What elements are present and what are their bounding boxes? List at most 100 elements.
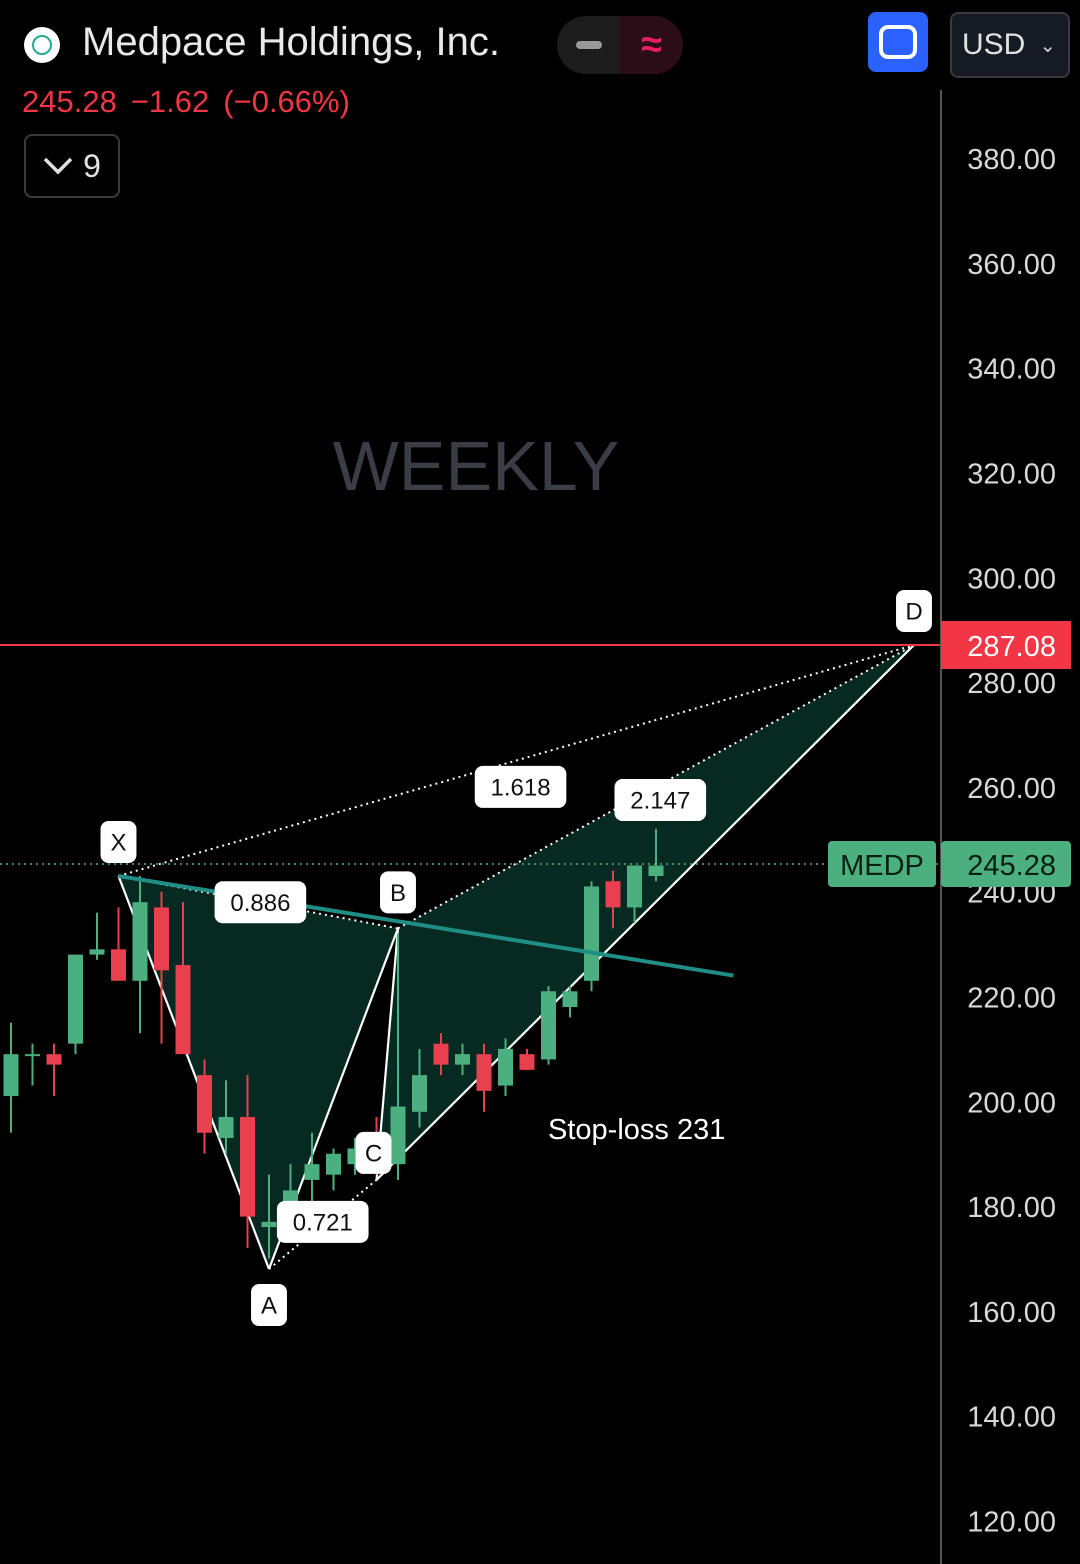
label-box — [896, 590, 932, 633]
price-line: 245.28 −1.62 (−0.66%) — [22, 84, 364, 120]
label-box — [276, 1200, 369, 1243]
candle — [627, 865, 642, 924]
fullscreen-icon — [879, 25, 917, 59]
point-label-a[interactable]: A — [251, 1283, 287, 1326]
candle — [3, 1022, 19, 1133]
price-change-pct: (−0.66%) — [223, 84, 350, 119]
candle-body — [261, 1221, 277, 1228]
candle-body — [412, 1075, 427, 1112]
candle — [326, 1148, 341, 1191]
candle-body — [240, 1117, 255, 1217]
y-tick-label: 280.00 — [967, 668, 1056, 700]
symbol-badge — [828, 841, 936, 888]
candle — [132, 875, 148, 1034]
ratio-line-xd — [118, 644, 915, 877]
label-box — [614, 779, 707, 822]
candle — [111, 907, 126, 981]
candle-body — [390, 1106, 406, 1165]
point-label-c[interactable]: C — [355, 1131, 392, 1174]
leg-cd — [375, 644, 915, 1181]
candle — [240, 1075, 255, 1249]
candle — [25, 1043, 40, 1086]
label-text: 0.721 — [293, 1209, 353, 1236]
chevron-down-icon: ⌄ — [1039, 34, 1057, 57]
candle — [433, 1033, 449, 1076]
candle-body — [3, 1054, 19, 1097]
candle-body — [132, 902, 148, 981]
candle-body — [584, 886, 599, 981]
label-box — [251, 1283, 287, 1326]
point-label-x[interactable]: X — [100, 820, 137, 863]
label-text: X — [110, 830, 126, 857]
candle — [175, 902, 191, 1055]
y-tick-label: 340.00 — [967, 354, 1056, 386]
candle — [304, 1132, 320, 1201]
label-text: C — [365, 1141, 382, 1168]
candle — [648, 828, 664, 882]
candle-body — [175, 965, 191, 1055]
candle-body — [541, 991, 556, 1060]
market-status-icon — [24, 27, 60, 63]
candle-body — [218, 1117, 234, 1138]
candle — [562, 986, 578, 1018]
candle — [519, 1048, 535, 1070]
point-label-b[interactable]: B — [380, 871, 416, 914]
ratio-label[interactable]: 0.886 — [214, 881, 307, 924]
y-tick-label: 300.00 — [967, 563, 1056, 595]
candle-body — [25, 1054, 40, 1057]
ratio-label[interactable]: 2.147 — [614, 779, 707, 822]
y-tick-label: 140.00 — [967, 1402, 1056, 1434]
label-text: 2.147 — [630, 788, 690, 815]
candle — [68, 954, 83, 1055]
y-tick-label: 120.00 — [967, 1507, 1056, 1539]
y-tick-label: 180.00 — [967, 1192, 1056, 1224]
candle-body — [476, 1054, 492, 1091]
label-text: 0.886 — [230, 890, 290, 917]
label-box — [355, 1131, 392, 1174]
target-price-badge — [941, 621, 1071, 670]
approx-icon[interactable]: ≈ — [620, 16, 683, 74]
candle — [498, 1038, 513, 1097]
indicators-toggle-button[interactable]: 9 — [24, 134, 120, 198]
last-price: 245.28 — [22, 84, 117, 119]
stop-loss-annotation[interactable]: Stop-loss 231 — [548, 1114, 725, 1146]
candle — [218, 1080, 234, 1154]
symbol-title[interactable]: Medpace Holdings, Inc. — [82, 20, 501, 64]
chart-mode-toggle[interactable]: ≈ — [557, 16, 683, 74]
candle — [89, 912, 105, 960]
candle-body — [648, 865, 664, 876]
candle-body — [111, 949, 126, 981]
candle — [541, 986, 556, 1065]
ratio-label[interactable]: 1.618 — [474, 765, 567, 808]
candle — [605, 870, 621, 929]
candle-body — [197, 1075, 212, 1133]
y-tick-label: 320.00 — [967, 459, 1056, 491]
candle-body — [562, 991, 578, 1007]
candle-body — [455, 1054, 470, 1065]
candle — [390, 933, 406, 1180]
minus-icon[interactable] — [557, 16, 620, 74]
label-text: B — [390, 880, 406, 907]
ratio-label[interactable]: 0.721 — [276, 1200, 369, 1243]
candle-body — [498, 1048, 513, 1086]
candle — [584, 881, 599, 992]
label-box — [214, 881, 307, 924]
currency-select[interactable]: USD ⌄ — [950, 12, 1070, 78]
symbol-badge-label: MEDP — [840, 850, 924, 882]
candle — [154, 891, 169, 1044]
price-axis[interactable]: 380.00 360.00 340.00 320.00 300.00 280.00 260.… — [828, 90, 1071, 1564]
candle — [46, 1043, 62, 1097]
target-price-label: 287.08 — [967, 631, 1056, 663]
candle-body — [519, 1054, 535, 1070]
point-label-d[interactable]: D — [896, 590, 932, 633]
y-tick-label: 220.00 — [967, 983, 1056, 1015]
candle — [197, 1059, 212, 1154]
last-price-label: 245.28 — [967, 850, 1056, 882]
fullscreen-button[interactable] — [868, 12, 928, 72]
harmonic-pattern[interactable] — [117, 644, 915, 1270]
candle-body — [304, 1164, 320, 1180]
indicator-count: 9 — [83, 147, 101, 184]
candle — [455, 1043, 470, 1076]
label-box — [380, 871, 416, 914]
